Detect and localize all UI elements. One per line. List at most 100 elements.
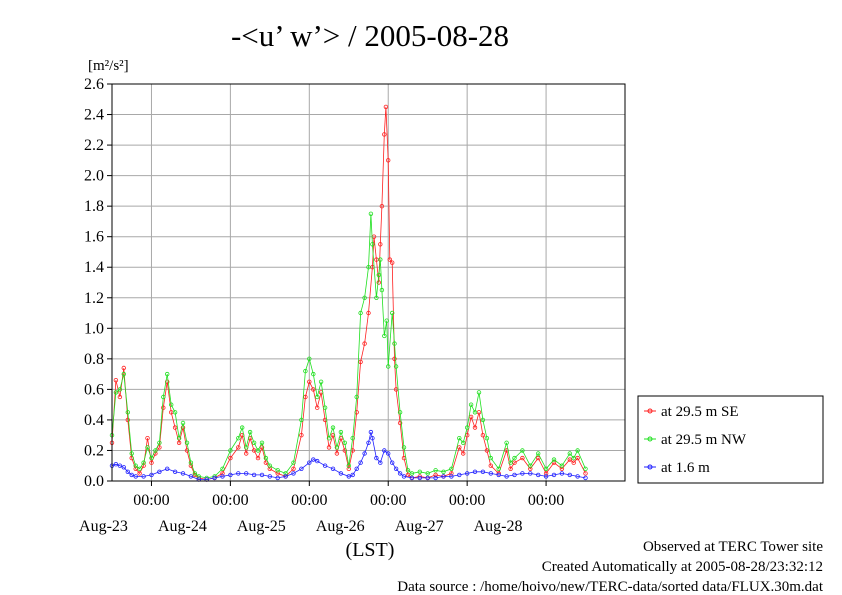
data-point — [180, 425, 186, 430]
data-point — [496, 472, 501, 478]
x-tick-day-label: Aug-27 — [395, 518, 444, 535]
footer-observed: Observed at TERC Tower site — [643, 539, 823, 555]
data-point — [472, 469, 478, 474]
data-point — [117, 394, 123, 400]
data-point — [338, 471, 344, 476]
data-point — [307, 356, 312, 361]
data-point — [441, 469, 446, 474]
data-point — [468, 402, 474, 407]
y-tick-label: 1.4 — [84, 259, 104, 276]
legend-marker — [647, 436, 653, 442]
data-point — [346, 466, 351, 471]
data-point — [504, 474, 509, 479]
y-tick-label: 0.2 — [84, 442, 104, 459]
data-point — [141, 460, 146, 465]
data-point — [583, 475, 588, 481]
data-point — [307, 379, 312, 384]
data-point — [449, 471, 454, 476]
data-point — [472, 410, 478, 415]
data-point — [299, 433, 304, 438]
data-point — [113, 390, 119, 395]
y-tick-label: 0.8 — [84, 351, 104, 368]
series-1 — [109, 104, 588, 482]
data-point — [379, 287, 385, 293]
data-point — [291, 466, 296, 471]
data-point — [291, 460, 296, 465]
data-point — [362, 341, 367, 346]
x-tick-day-label: Aug-24 — [158, 518, 207, 535]
data-point — [387, 257, 392, 262]
data-point — [255, 448, 261, 453]
data-point — [484, 436, 490, 441]
data-point — [383, 104, 389, 110]
data-point — [366, 440, 371, 445]
data-point — [125, 410, 130, 415]
data-point — [354, 394, 359, 400]
data-point — [559, 466, 565, 471]
data-point — [528, 471, 533, 476]
y-tick-label: 1.0 — [84, 320, 104, 337]
x-tick-time-label: 00:00 — [528, 492, 564, 509]
data-point — [267, 463, 272, 468]
data-point — [366, 265, 371, 270]
data-point — [393, 364, 399, 369]
data-point — [376, 280, 381, 285]
y-tick-label: 2.4 — [84, 107, 104, 124]
data-point — [283, 471, 288, 476]
data-point — [397, 410, 403, 415]
data-point — [267, 466, 272, 471]
data-point — [259, 472, 265, 478]
x-tick-time-label: 00:00 — [370, 492, 406, 509]
data-point — [508, 466, 513, 471]
data-point — [149, 455, 154, 461]
series-layer — [109, 104, 588, 482]
data-point — [374, 455, 379, 461]
data-point — [461, 440, 466, 445]
y-tick-label: 0.4 — [84, 412, 104, 429]
data-point — [472, 425, 478, 430]
data-point — [457, 445, 462, 450]
data-point — [370, 436, 375, 441]
footer-datasource: Data source : /home/hoivo/new/TERC-data/… — [397, 579, 824, 595]
data-point — [543, 474, 549, 479]
grid — [112, 84, 625, 481]
data-point — [401, 445, 407, 450]
data-point — [393, 466, 399, 471]
data-point — [368, 429, 374, 435]
data-point — [409, 475, 415, 481]
data-point — [551, 472, 557, 478]
data-point — [330, 425, 336, 430]
data-point — [180, 420, 186, 426]
data-point — [161, 394, 166, 400]
series-3 — [109, 429, 588, 482]
data-point — [571, 460, 576, 465]
data-point — [496, 466, 501, 471]
data-point — [149, 472, 154, 478]
data-point — [263, 460, 269, 465]
data-point — [326, 445, 332, 450]
data-point — [520, 471, 525, 476]
data-point — [386, 451, 391, 456]
data-point — [378, 242, 383, 247]
x-tick-time-label: 00:00 — [212, 492, 248, 509]
data-point — [334, 451, 340, 456]
data-point — [583, 471, 588, 476]
legend-marker — [647, 408, 653, 414]
data-point — [236, 471, 241, 476]
data-point — [536, 451, 541, 456]
data-point — [476, 410, 482, 415]
data-point — [168, 402, 174, 407]
data-point — [354, 466, 359, 471]
data-point — [508, 460, 513, 465]
data-point — [425, 471, 430, 476]
data-point — [129, 451, 134, 456]
data-point — [397, 471, 403, 476]
x-tick-time-label: 00:00 — [449, 492, 485, 509]
data-point — [457, 472, 462, 478]
data-point — [536, 455, 541, 461]
data-point — [164, 371, 170, 377]
data-point — [350, 472, 355, 478]
data-point — [180, 471, 186, 476]
legend-label: at 1.6 m — [661, 460, 710, 476]
